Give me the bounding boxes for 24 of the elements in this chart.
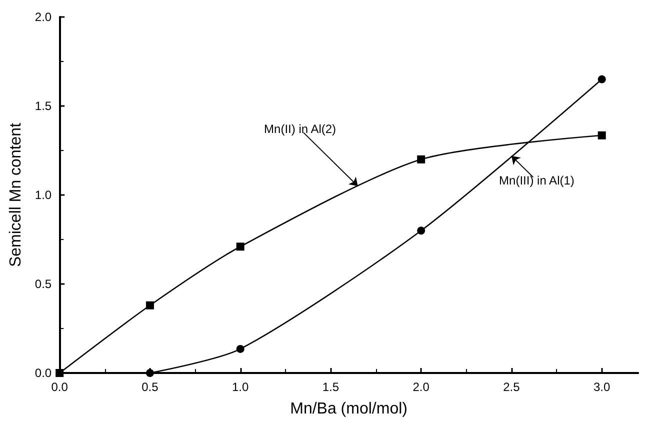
point xyxy=(56,369,64,377)
y-tick-label: 0.0 xyxy=(34,366,52,380)
annotation: Mn(II) in Al(2) xyxy=(264,122,336,136)
point xyxy=(146,301,154,310)
point xyxy=(598,75,606,84)
point xyxy=(236,242,244,251)
annotation: Mn(III) in Al(1) xyxy=(499,174,574,188)
point xyxy=(236,344,244,353)
x-tick-label: 3.0 xyxy=(594,380,611,394)
point xyxy=(598,131,606,140)
x-tick-label: 1.5 xyxy=(322,380,340,394)
x-tick-label: 2.0 xyxy=(412,380,430,394)
x-tick-label: 0.5 xyxy=(142,380,159,394)
y-tick-label: 1.0 xyxy=(34,188,52,202)
x-tick-label: 0.0 xyxy=(51,380,68,394)
point xyxy=(417,226,426,235)
x-axis-title: Mn/Ba (mol/mol) xyxy=(290,400,408,418)
point xyxy=(417,155,426,164)
y-tick-label: 0.5 xyxy=(34,277,52,291)
y-tick-label: 2.0 xyxy=(34,10,52,24)
y-tick-label: 1.5 xyxy=(34,99,52,113)
y-axis-title: Semicell Mn content xyxy=(8,122,24,268)
x-tick-label: 1.0 xyxy=(232,380,249,394)
x-tick-label: 2.5 xyxy=(503,380,520,394)
